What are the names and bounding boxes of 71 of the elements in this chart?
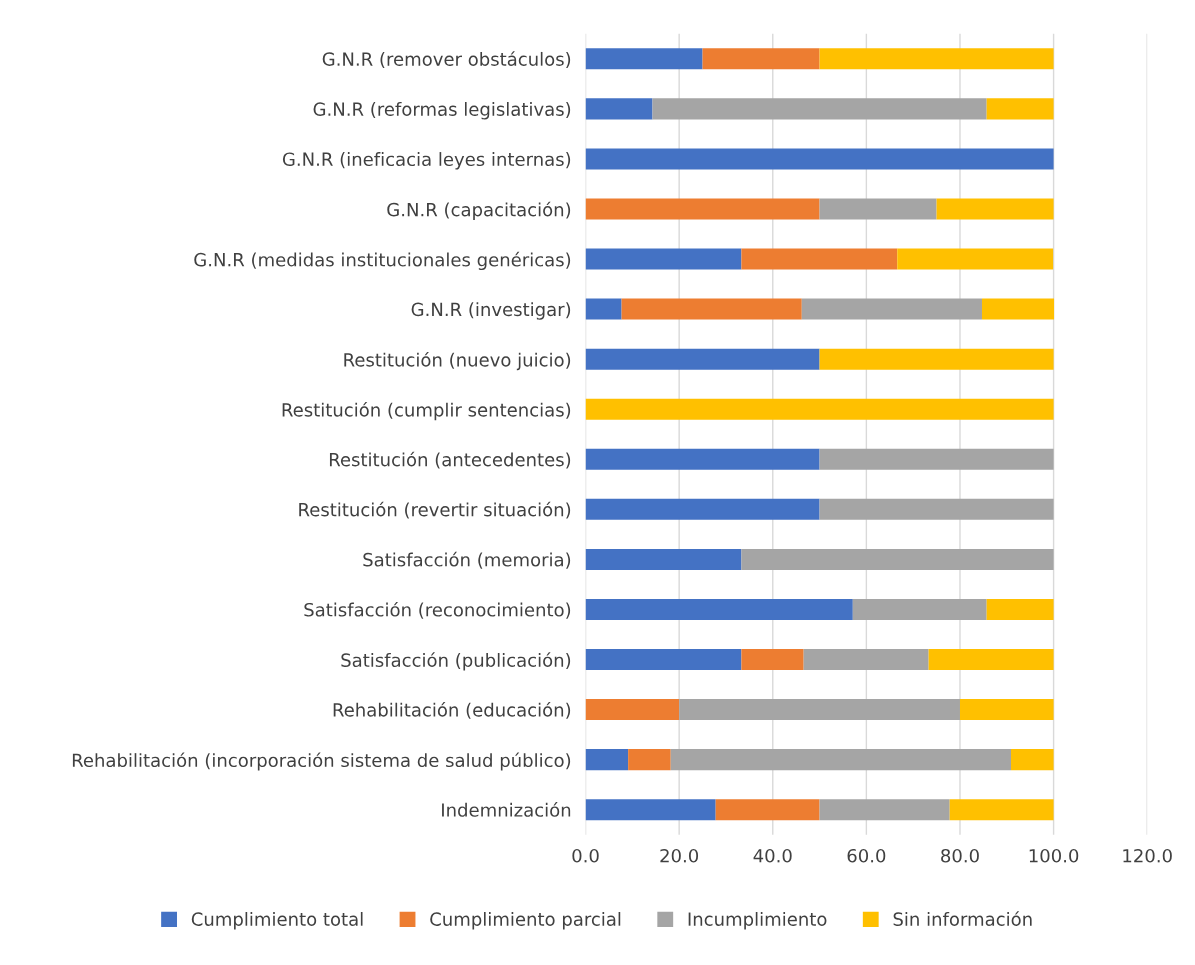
bar	[897, 248, 1054, 270]
bar	[819, 198, 937, 220]
bar	[652, 98, 987, 120]
bar	[819, 348, 1054, 370]
bar	[801, 298, 982, 320]
bar	[986, 98, 1054, 120]
y-tick-label: Restitución (cumplir sentencias)	[282, 402, 571, 421]
bar	[819, 448, 1054, 470]
y-tick-label: G.N.R (investigar)	[411, 302, 571, 320]
bar	[981, 298, 1055, 320]
y-tick-label: Rehabilitación (incorporación sistema de salud público)	[72, 752, 571, 771]
x-tick-label: 20.0	[660, 848, 699, 863]
bar	[819, 48, 1054, 70]
bar	[585, 799, 716, 821]
y-tick-label: G.N.R (remover obstáculos)	[322, 51, 571, 69]
x-tick-label: 80.0	[941, 848, 979, 863]
y-tick-label: G.N.R (ineficacia leyes internas)	[282, 152, 571, 170]
bar	[741, 649, 804, 671]
legend-label: Cumplimiento total	[191, 911, 363, 930]
bar	[741, 548, 1054, 570]
bar	[585, 699, 680, 721]
bar	[585, 298, 622, 320]
y-tick-label: G.N.R (capacitación)	[387, 201, 571, 220]
y-tick-label: Restitución (revertir situación)	[299, 501, 571, 519]
legend-label: Incumplimiento	[688, 911, 827, 930]
bar	[819, 799, 950, 821]
y-tick-label: Restitución (antecedentes)	[329, 451, 571, 469]
bar	[679, 699, 960, 721]
bar	[585, 148, 1054, 170]
x-tick-label: 40.0	[753, 848, 792, 863]
bar	[819, 498, 1054, 520]
bar	[585, 649, 742, 671]
y-tick-label: G.N.R (medidas institucionales genéricas)	[194, 251, 571, 271]
y-tick-label: Rehabilitación (educación)	[333, 701, 571, 719]
bar	[670, 749, 1011, 771]
legend-label: Sin información	[893, 911, 1032, 926]
bar	[585, 598, 853, 620]
bar	[585, 48, 703, 70]
x-tick-label: 100.0	[1029, 848, 1079, 863]
bar	[585, 398, 1054, 420]
bar	[621, 298, 802, 320]
bar	[702, 48, 820, 70]
bar	[949, 799, 1054, 821]
y-tick-label: Satisfacción (publicación)	[341, 652, 571, 671]
bar	[585, 498, 820, 520]
bar	[585, 548, 742, 570]
bar	[585, 448, 820, 470]
bar	[585, 248, 742, 270]
y-tick-label: Satisfacción (reconocimiento)	[304, 601, 571, 619]
bar	[852, 598, 987, 620]
bar	[585, 198, 820, 220]
y-tick-label: Restitución (nuevo juicio)	[344, 351, 571, 371]
bar	[803, 649, 929, 671]
bar	[585, 98, 653, 120]
bar	[585, 749, 629, 771]
y-tick-label: Indemnización	[442, 802, 571, 817]
bar	[1011, 749, 1054, 771]
x-tick-label: 60.0	[847, 848, 886, 863]
bar	[928, 649, 1054, 671]
x-tick-label: 0.0	[572, 848, 599, 863]
legend-label: Cumplimiento parcial	[430, 911, 621, 930]
bar	[959, 699, 1054, 721]
bar	[628, 749, 671, 771]
bar	[936, 198, 1054, 220]
y-tick-label: G.N.R (reformas legislativas)	[313, 102, 571, 120]
x-tick-label: 120.0	[1123, 848, 1172, 863]
y-tick-label: Satisfacción (memoria)	[363, 551, 571, 569]
bar	[741, 248, 898, 270]
bar	[585, 348, 820, 370]
bar	[715, 799, 820, 821]
bar	[986, 598, 1054, 620]
